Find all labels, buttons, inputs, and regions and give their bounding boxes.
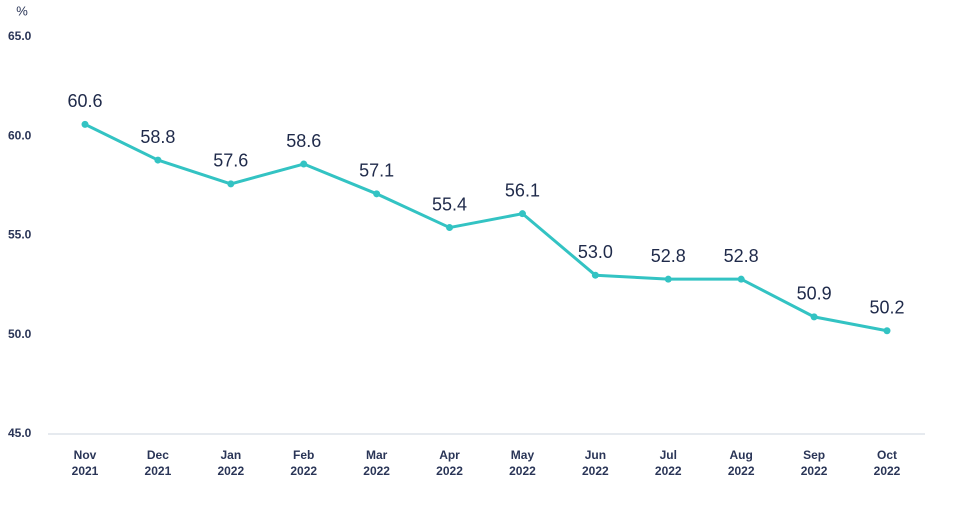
point [737,275,745,283]
x-tick-label: Dec 2021 [144,448,172,478]
data-label: 57.1 [359,161,394,181]
data-label: 58.6 [286,131,321,151]
x-tick-label: Feb 2022 [290,448,318,478]
x-tick-label: Jun 2022 [582,448,609,478]
data-label: 60.6 [67,91,102,111]
data-label: 53.0 [578,242,613,262]
point [154,156,162,164]
x-tick-label: May 2022 [509,448,536,478]
x-tick-label: Jan 2022 [217,448,245,478]
x-tick-label: Mar 2022 [363,448,390,478]
data-label: 55.4 [432,194,467,214]
data-label: 50.2 [869,298,904,318]
data-label: 56.1 [505,180,540,200]
point [446,224,454,232]
x-tick-label: Nov 2021 [71,448,99,478]
point [518,210,526,218]
x-tick-label: Oct 2022 [873,448,901,478]
y-unit: % [16,3,28,18]
y-tick-label: 50.0 [8,327,32,341]
point [227,180,235,188]
x-tick-label: Sep 2022 [800,448,828,478]
y-tick-label: 45.0 [8,426,32,440]
line [84,122,888,333]
x-tick-label: Jul 2022 [654,448,682,478]
data-label: 57.6 [213,151,248,171]
data-label: 52.8 [651,246,686,266]
y-tick-label: 65.0 [8,29,32,43]
point [883,327,891,335]
data-label: 50.9 [797,284,832,304]
x-tick-label: Apr 2022 [436,448,463,478]
data-label: 52.8 [724,246,759,266]
y-tick-label: 55.0 [8,228,32,242]
point [373,190,381,198]
point [664,275,672,283]
x-tick-label: Aug 2022 [727,448,755,478]
point [81,120,89,128]
point [300,160,308,168]
data-label: 58.8 [140,127,175,147]
point [591,271,599,279]
y-tick-label: 60.0 [8,128,32,142]
point [810,313,818,321]
